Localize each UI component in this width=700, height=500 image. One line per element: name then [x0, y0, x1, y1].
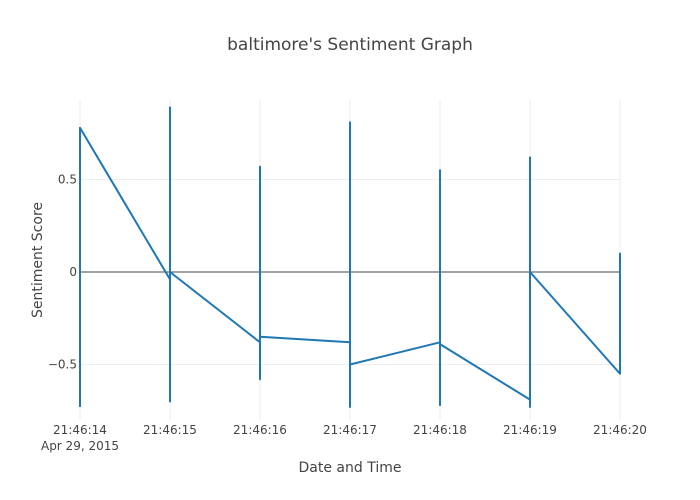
chart-title: baltimore's Sentiment Graph	[227, 35, 473, 55]
series-line	[79, 106, 621, 409]
y-tick-label: 0.5	[58, 173, 77, 187]
y-tick-label: 0	[69, 265, 77, 279]
x-tick-label: 21:46:17	[323, 423, 377, 437]
x-tick-label: 21:46:20	[593, 423, 647, 437]
x-tick-label: 21:46:14	[53, 423, 107, 437]
x-tick-sublabel: Apr 29, 2015	[41, 439, 119, 453]
x-tick-labels: 21:46:14 Apr 29, 2015 21:46:15 21:46:16 21:4…	[41, 423, 647, 453]
y-axis-title: Sentiment Score	[30, 202, 46, 318]
x-tick-label: 21:46:16	[233, 423, 287, 437]
x-tick-label: 21:46:18	[413, 423, 467, 437]
x-tick-label: 21:46:19	[503, 423, 557, 437]
x-axis-title: Date and Time	[299, 460, 402, 476]
series-layer	[79, 106, 621, 409]
y-tick-label: −0.5	[48, 358, 77, 372]
x-tick-label: 21:46:15	[143, 423, 197, 437]
y-tick-labels: 0.5 0 −0.5	[48, 173, 77, 372]
